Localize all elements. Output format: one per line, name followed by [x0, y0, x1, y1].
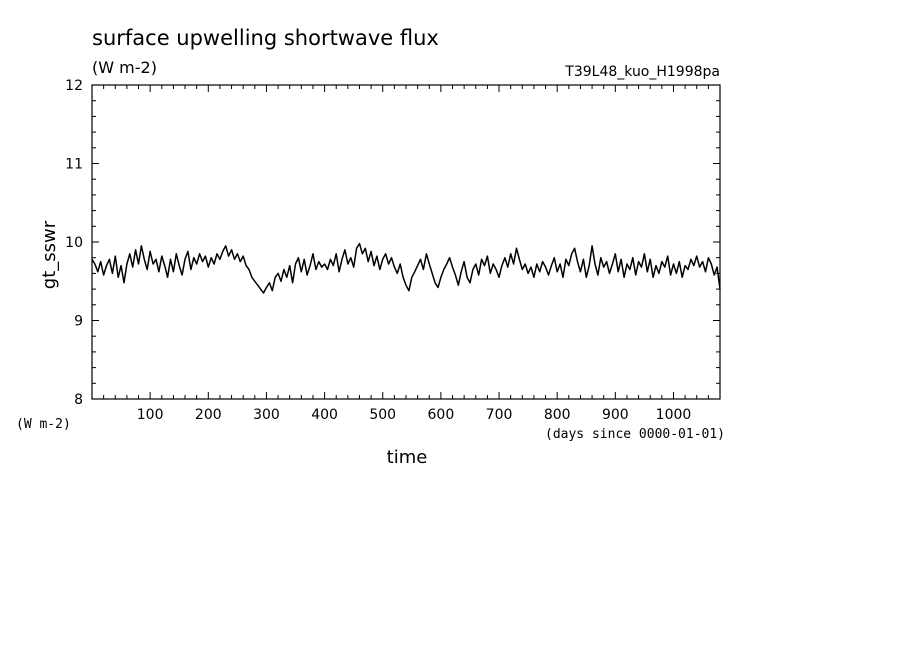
- y-units-label: (W m-2): [16, 417, 71, 432]
- axis-ticks: [92, 85, 720, 399]
- y-tick-label: 8: [74, 392, 83, 408]
- axis-tick-labels: 100 200 300 400 500 600 700 800 900 1000 8 9 10 11 12: [65, 78, 691, 423]
- y-tick-label: 9: [74, 314, 83, 330]
- x-tick-label: 900: [602, 407, 629, 423]
- x-units-label: (days since 0000-01-01): [545, 427, 725, 442]
- y-axis-label: gt_sswr: [39, 220, 60, 289]
- x-tick-label: 800: [544, 407, 571, 423]
- x-tick-label: 400: [311, 407, 338, 423]
- x-tick-label: 1000: [656, 407, 692, 423]
- x-tick-label: 300: [253, 407, 280, 423]
- run-label: T39L48_kuo_H1998pa: [564, 64, 720, 80]
- y-tick-label: 10: [65, 235, 83, 251]
- plot-frame: [91, 84, 721, 400]
- x-axis-label: time: [387, 447, 428, 468]
- chart-title: surface upwelling shortwave flux: [92, 26, 439, 50]
- x-tick-label: 200: [195, 407, 222, 423]
- x-tick-label: 100: [137, 407, 164, 423]
- y-tick-label: 11: [65, 157, 83, 173]
- y-tick-label: 12: [65, 78, 83, 94]
- chart-subtitle: (W m-2): [92, 58, 157, 77]
- x-tick-label: 500: [369, 407, 396, 423]
- x-tick-label: 600: [428, 407, 455, 423]
- series-line: [91, 242, 721, 294]
- x-tick-label: 700: [486, 407, 513, 423]
